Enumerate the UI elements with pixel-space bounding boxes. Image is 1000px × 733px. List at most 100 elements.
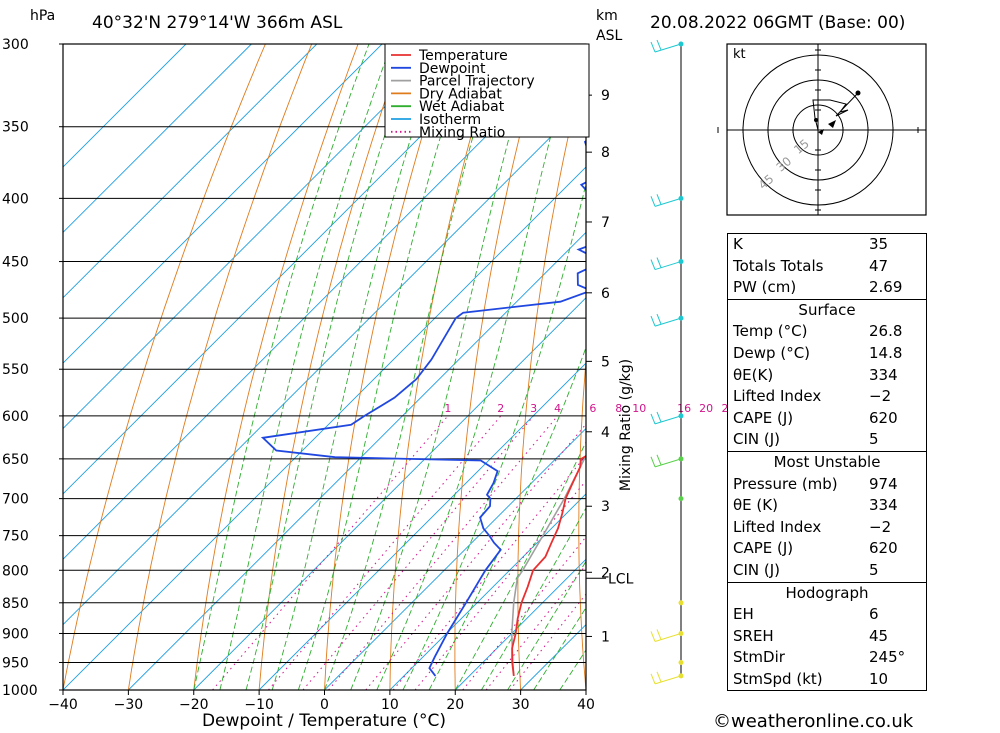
wind-barb-stroke	[650, 671, 682, 685]
isotherm	[389, 493, 586, 690]
hodograph-title: Hodograph	[785, 583, 869, 602]
wind-barb	[650, 671, 682, 685]
pressure-tick-label: 900	[2, 626, 29, 642]
row-value: −2	[869, 387, 892, 406]
indices-block: K 35 Totals Totals 47 PW (cm) 2.69	[727, 233, 927, 300]
location-title: 40°32'N 279°14'W 366m ASL	[92, 13, 343, 33]
mixing-ratio-line	[212, 415, 449, 690]
hodograph-point	[814, 118, 818, 122]
asl-label: ASL	[596, 28, 622, 44]
plot-frame	[62, 43, 587, 691]
row-label: CAPE (J)	[733, 539, 794, 558]
wet-adiabat	[271, 44, 442, 690]
storm-motion-marker	[818, 129, 824, 135]
mixing-ratio-label: 20	[699, 402, 713, 415]
table-row: CAPE (J) 620	[728, 538, 926, 560]
row-label: CAPE (J)	[733, 408, 794, 427]
wind-barb-stroke	[650, 629, 682, 642]
most-unstable-title: Most Unstable	[773, 452, 881, 471]
table-row: Lifted Index −2	[728, 386, 926, 408]
mixing-ratio-line	[268, 415, 502, 690]
table-row: PW (cm) 2.69	[728, 277, 926, 299]
mixing-ratio-label: 10	[632, 402, 646, 415]
row-label: Pressure (mb)	[733, 474, 838, 493]
table-row: Pressure (mb) 974	[728, 474, 926, 496]
row-value: 26.8	[869, 322, 903, 341]
table-row: θE (K) 334	[728, 495, 926, 517]
legend-label: Wet Adiabat	[419, 99, 505, 115]
row-label: Totals Totals	[733, 256, 824, 275]
wet-adiabat	[245, 44, 416, 690]
mixing-ratio-label: 16	[677, 402, 691, 415]
stability-tables: K 35 Totals Totals 47 PW (cm) 2.69 Surface Te…	[727, 233, 927, 692]
pressure-tick-label: 300	[2, 37, 29, 53]
table-row: Temp (°C) 26.8	[728, 321, 926, 343]
credit-text: ©weatheronline.co.uk	[713, 711, 914, 732]
wind-level-marker	[678, 659, 684, 665]
isotherm	[324, 427, 586, 690]
isotherm	[63, 44, 514, 495]
wind-barb	[650, 257, 682, 271]
table-row: CIN (J) 5	[728, 560, 926, 582]
wind-level-marker	[678, 496, 684, 502]
table-row: StmDir 245°	[728, 647, 926, 669]
row-value: 5	[869, 560, 879, 579]
legend-label: Temperature	[418, 48, 508, 64]
mixing-ratio-label: 4	[554, 402, 561, 415]
dry-adiabat	[958, 44, 1000, 690]
wind-barb	[650, 454, 682, 468]
table-row: Lifted Index −2	[728, 517, 926, 539]
wind-barb	[650, 194, 682, 207]
legend-label: Dry Adiabat	[419, 86, 502, 102]
pressure-tick-label: 800	[2, 563, 29, 579]
x-tick-label: −20	[179, 697, 209, 713]
hodograph-unit: kt	[733, 47, 746, 62]
lcl-label: LCL	[608, 571, 634, 587]
table-row: θE(K) 334	[728, 365, 926, 387]
row-value: 620	[869, 539, 898, 558]
wet-adiabat	[193, 44, 370, 690]
wet-adiabat	[402, 182, 586, 690]
units-label: hPa	[30, 8, 55, 24]
mixing-ratio-labels: 12346810162025	[444, 402, 735, 415]
wind-barb	[650, 39, 682, 53]
x-tick-label: 40	[577, 697, 595, 713]
pressure-tick-label: 850	[2, 596, 29, 612]
pressure-tick-label: 400	[2, 191, 29, 207]
table-row: CAPE (J) 620	[728, 408, 926, 430]
hodograph-top-point	[855, 90, 861, 96]
mixing-ratio-label: 6	[589, 402, 596, 415]
row-value: 5	[869, 430, 879, 449]
wet-adiabat	[376, 44, 576, 690]
row-label: Temp (°C)	[733, 322, 808, 341]
row-label: StmSpd (kt)	[733, 669, 823, 688]
isotherm	[63, 166, 586, 690]
legend-label: Dewpoint	[419, 61, 486, 77]
row-label: SREH	[733, 626, 774, 645]
isotherm	[63, 44, 448, 430]
height-tick-label: 6	[601, 286, 610, 302]
legend-label: Mixing Ratio	[419, 125, 505, 141]
mixing-ratio-label: 2	[497, 402, 504, 415]
row-label: CIN (J)	[733, 560, 781, 579]
isotherm	[63, 44, 383, 364]
wind-level-marker	[678, 600, 684, 606]
table-row: Totals Totals 47	[728, 256, 926, 278]
x-axis-title: Dewpoint / Temperature (°C)	[202, 711, 446, 731]
series-dewpoint	[260, 140, 586, 677]
row-value: 974	[869, 474, 898, 493]
row-value: 10	[869, 669, 889, 688]
legend-label: Parcel Trajectory	[419, 74, 535, 90]
x-tick-label: 30	[512, 697, 530, 713]
wind-barb-stroke	[650, 454, 682, 468]
datetime-title: 20.08.2022 06GMT (Base: 00)	[650, 13, 905, 33]
km-label: km	[596, 8, 618, 24]
row-label: StmDir	[733, 648, 785, 667]
height-axis-labels: 9 8 7 6 5 4 3 2 1 LCL	[586, 88, 634, 645]
series-temperature	[511, 454, 586, 677]
height-tick-label: 2	[601, 565, 610, 581]
row-value: −2	[869, 517, 892, 536]
hodograph-block: Hodograph EH 6 SREH 45 StmDir 245° StmSpd (kt)…	[727, 582, 927, 692]
mixing-ratio-line	[365, 423, 586, 690]
